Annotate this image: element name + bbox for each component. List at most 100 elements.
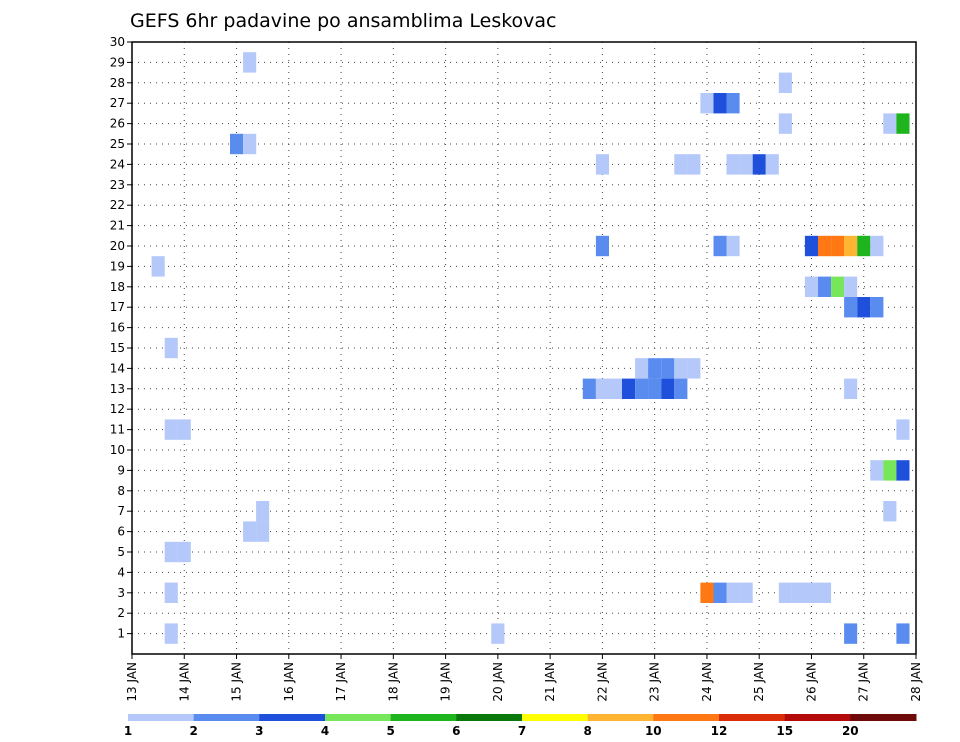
y-tick-label: 14 [110, 361, 125, 375]
precip-cell [177, 541, 191, 563]
legend-swatch [719, 714, 786, 721]
y-tick-label: 12 [110, 402, 125, 416]
legend-label: 2 [190, 724, 198, 738]
precip-cell [778, 582, 792, 603]
x-tick-label: 23 JAN [648, 662, 662, 702]
y-tick-label: 9 [117, 463, 125, 477]
legend-label: 4 [321, 724, 329, 738]
precip-cell [164, 623, 178, 644]
x-tick-label: 18 JAN [386, 662, 400, 702]
legend-label: 5 [387, 724, 395, 738]
y-tick-label: 13 [110, 382, 125, 396]
x-axis: 13 JAN 14 JAN 15 JAN 16 JAN 17 JAN 18 JAN 19 J… [125, 654, 923, 702]
precip-cell [243, 133, 257, 155]
precip-cell [791, 582, 805, 603]
legend-swatch [193, 714, 260, 721]
precip-cell [844, 623, 858, 644]
precip-cell [661, 378, 675, 399]
y-tick-label: 17 [110, 300, 125, 314]
precip-cell [687, 154, 701, 175]
precip-cell [700, 582, 714, 603]
legend-label: 1 [124, 724, 132, 738]
legend-label: 15 [776, 724, 793, 738]
precip-cell [713, 93, 727, 114]
y-tick-label: 8 [117, 484, 125, 498]
precip-cell [726, 154, 740, 175]
precip-cell [857, 235, 871, 257]
y-tick-label: 4 [117, 565, 125, 579]
y-tick-label: 22 [110, 198, 125, 212]
precip-cell [700, 93, 714, 114]
y-tick-label: 19 [110, 259, 125, 273]
precip-cell [491, 623, 505, 644]
x-tick-label: 26 JAN [804, 662, 818, 702]
y-tick-label: 20 [110, 239, 125, 253]
precip-cell [243, 521, 257, 542]
precip-cell [648, 378, 662, 399]
x-tick-label: 25 JAN [752, 662, 766, 702]
x-tick-label: 13 JAN [125, 662, 139, 702]
precip-cell [896, 113, 910, 134]
precip-cell [765, 154, 779, 175]
precip-cell [818, 276, 832, 297]
legend-swatch [522, 714, 589, 721]
legend-label: 7 [518, 724, 526, 738]
y-tick-label: 27 [110, 96, 125, 110]
precip-cell [870, 460, 884, 481]
precipitation-cells [151, 52, 910, 644]
y-tick-label: 16 [110, 321, 125, 335]
y-tick-label: 6 [117, 525, 125, 539]
precip-cell [164, 419, 178, 440]
precip-cell [164, 541, 178, 563]
x-tick-label: 21 JAN [543, 662, 557, 702]
precip-cell [831, 276, 845, 297]
precip-cell [622, 378, 636, 399]
precip-cell [674, 378, 688, 399]
precip-cell [831, 235, 845, 257]
precip-cell [752, 154, 766, 175]
legend-swatch [259, 714, 326, 721]
precip-cell [635, 378, 649, 399]
precip-cell [844, 297, 858, 318]
precip-cell [844, 235, 858, 257]
y-tick-label: 2 [117, 606, 125, 620]
precip-cell [778, 72, 792, 93]
precip-cell [896, 419, 910, 440]
precip-cell [713, 582, 727, 603]
x-tick-label: 15 JAN [230, 662, 244, 702]
x-tick-label: 14 JAN [177, 662, 191, 702]
precip-cell [804, 276, 818, 297]
precip-cell [896, 623, 910, 644]
legend-swatch [850, 714, 917, 721]
y-tick-label: 3 [117, 586, 125, 600]
legend-label: 20 [842, 724, 859, 738]
x-tick-label: 28 JAN [909, 662, 923, 702]
legend-label: 6 [452, 724, 460, 738]
precip-cell [687, 358, 701, 379]
y-tick-label: 29 [110, 55, 125, 69]
precip-cell [256, 521, 270, 542]
y-tick-label: 18 [110, 280, 125, 294]
x-tick-label: 16 JAN [282, 662, 296, 702]
legend-label: 3 [255, 724, 263, 738]
x-tick-label: 22 JAN [595, 662, 609, 702]
legend-swatch [653, 714, 720, 721]
legend-label: 12 [711, 724, 728, 738]
x-tick-label: 24 JAN [700, 662, 714, 702]
y-tick-label: 26 [110, 117, 125, 131]
precip-cell [177, 419, 191, 440]
precip-cell [870, 235, 884, 257]
precip-cell [883, 460, 897, 481]
y-tick-label: 24 [110, 157, 125, 171]
y-tick-label: 25 [110, 137, 125, 151]
legend-swatch [456, 714, 523, 721]
legend-swatch [128, 714, 195, 721]
precip-cell [844, 378, 858, 399]
precip-cell [713, 235, 727, 257]
precip-cell [870, 297, 884, 318]
y-tick-label: 21 [110, 219, 125, 233]
precip-cell [896, 460, 910, 481]
precip-cell [256, 501, 270, 522]
precip-cell [739, 582, 753, 603]
